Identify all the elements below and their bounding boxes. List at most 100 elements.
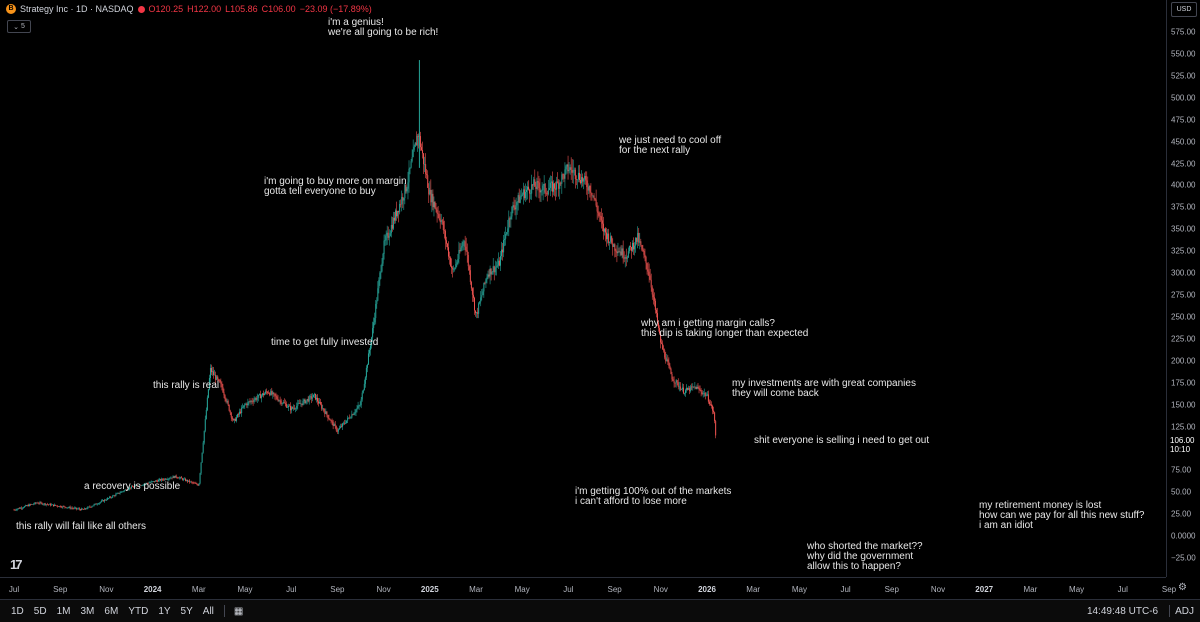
range-button-5y[interactable]: 5Y (180, 605, 193, 617)
chart-annotation[interactable]: i'm going to buy more on margin gotta te… (264, 176, 407, 197)
price-chart[interactable] (0, 0, 1166, 577)
range-button-5d[interactable]: 5D (33, 605, 47, 617)
candle-body (494, 267, 496, 273)
chart-annotation[interactable]: i'm getting 100% out of the markets i ca… (575, 486, 732, 507)
candle-body (264, 393, 266, 396)
candle-body (675, 380, 677, 384)
chart-annotation[interactable]: shit everyone is selling i need to get o… (754, 435, 930, 446)
candle-body (680, 389, 682, 390)
chart-annotation[interactable]: this rally is real (153, 380, 220, 391)
chart-annotation[interactable]: my investments are with great companies … (732, 378, 916, 399)
candle-body (148, 482, 150, 484)
range-button-1d[interactable]: 1D (11, 605, 24, 617)
candle-body (644, 254, 646, 257)
candle-body (260, 395, 262, 399)
candle-body (343, 422, 345, 424)
chart-annotation[interactable]: time to get fully invested (271, 337, 379, 348)
candle-body (195, 483, 197, 485)
candle-body (592, 195, 594, 197)
candle-body (585, 175, 587, 181)
candle-body (350, 417, 352, 419)
candle-body (444, 230, 446, 241)
candle-body (669, 365, 671, 369)
candle-body (58, 506, 60, 507)
clock-time[interactable]: 14:49:48 UTC-6 (1086, 605, 1159, 617)
candle-body (548, 187, 550, 191)
candle-body (227, 400, 229, 405)
candle-body (613, 244, 615, 247)
candle-body (670, 368, 672, 375)
range-button-1y[interactable]: 1Y (158, 605, 171, 617)
candle-body (454, 268, 456, 270)
candle-body (664, 350, 666, 358)
candle-body (509, 218, 511, 220)
price-tick-label: 325.00 (1171, 246, 1196, 256)
time-tick-label: Nov (653, 585, 668, 594)
range-button-ytd[interactable]: YTD (128, 605, 149, 617)
candle-body (241, 407, 243, 414)
candle-body (437, 213, 439, 215)
candle-body (320, 401, 322, 405)
price-axis[interactable]: USD 575.00 550.00 525.00 500.00 475.00 450.00… (1166, 0, 1200, 577)
candle-body (703, 392, 705, 394)
candle-body (407, 182, 409, 189)
candle-body (274, 393, 276, 396)
symbol-title[interactable]: Strategy Inc · 1D · NASDAQ (20, 4, 134, 14)
candle-body (140, 485, 142, 486)
candle-body (50, 504, 52, 506)
candle-body (482, 291, 484, 296)
candle-body (595, 199, 597, 206)
candle-body (639, 241, 641, 243)
candle-body (633, 242, 635, 250)
chart-annotation[interactable]: a recovery is possible (84, 481, 181, 492)
candle-body (249, 401, 251, 403)
candle-body (53, 504, 55, 506)
candle-body (601, 220, 603, 224)
candle-body (256, 397, 258, 400)
legend-collapse-button[interactable]: ⌄ 5 (7, 20, 31, 33)
candle-body (24, 505, 26, 507)
chart-annotation[interactable]: why am i getting margin calls? this dip … (641, 318, 809, 339)
range-button-1m[interactable]: 1M (56, 605, 71, 617)
candle-body (476, 312, 478, 314)
candle-body (80, 509, 82, 511)
candle-body (383, 240, 385, 254)
candle-body (715, 421, 717, 436)
candle-body (229, 410, 231, 413)
range-button-all[interactable]: All (202, 605, 214, 617)
tradingview-logo-icon[interactable]: 17 (10, 557, 23, 572)
candle-body (640, 241, 642, 246)
gear-icon[interactable]: ⚙ (1178, 582, 1187, 593)
chart-annotation[interactable]: we just need to cool off for the next ra… (619, 135, 722, 156)
candle-body (481, 295, 483, 298)
candle-body (663, 349, 665, 351)
candle-body (649, 275, 651, 280)
candle-body (408, 168, 410, 183)
range-button-6m[interactable]: 6M (104, 605, 119, 617)
chart-annotation[interactable]: this rally will fail like all others (16, 521, 147, 532)
candle-body (451, 266, 453, 269)
chart-annotation[interactable]: my retirement money is lost how can we p… (979, 500, 1145, 531)
chart-annotation[interactable]: i'm a genius! we're all going to be rich… (328, 17, 439, 38)
candle-body (214, 374, 216, 376)
candle-body (94, 503, 96, 505)
chart-annotation[interactable]: who shorted the market?? why did the gov… (807, 541, 923, 572)
candle-body (673, 380, 675, 383)
time-tick-label: Sep (53, 585, 68, 594)
time-axis[interactable]: Jul Sep Nov 2024 Mar May Jul Sep Nov 2025 Mar May Ju… (0, 577, 1176, 600)
currency-button[interactable]: USD (1171, 2, 1197, 17)
chart-plot-area[interactable]: B Strategy Inc · 1D · NASDAQ O120.25 H12… (0, 0, 1166, 577)
change-value: −23.09 (−17.89%) (299, 4, 372, 14)
candle-body (291, 407, 293, 411)
candle-body (25, 505, 27, 507)
candle-body (257, 394, 259, 398)
candle-body (709, 404, 711, 405)
range-button-3m[interactable]: 3M (80, 605, 95, 617)
candle-body (336, 430, 338, 432)
candle-body (211, 368, 213, 373)
adj-toggle[interactable]: ADJ (1175, 605, 1194, 617)
candle-body (34, 502, 36, 504)
calendar-icon[interactable]: ▦ (233, 605, 244, 617)
candle-body (554, 183, 556, 189)
candle-body (677, 382, 679, 387)
